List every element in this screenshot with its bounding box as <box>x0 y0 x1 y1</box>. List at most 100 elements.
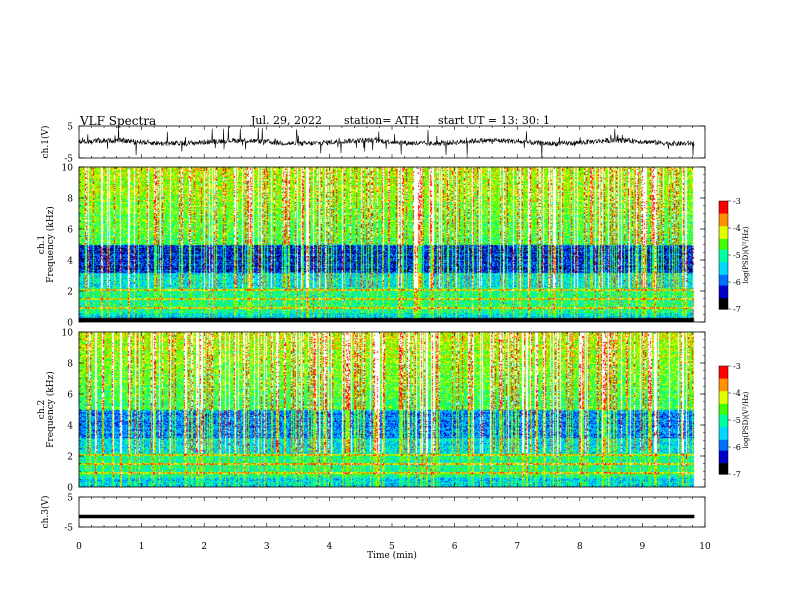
x-tick-label: 3 <box>264 542 270 552</box>
colorbar-segment <box>719 459 728 462</box>
colorbar-segment <box>719 274 728 278</box>
colorbar-segment <box>719 439 728 443</box>
x-tick-label: 7 <box>514 542 520 552</box>
colorbar-segment <box>719 273 728 276</box>
colorbar-segment <box>719 412 728 416</box>
y-tick-label: 6 <box>67 226 73 236</box>
y-tick-label: 5 <box>67 123 73 133</box>
colorbar-segment <box>719 407 728 410</box>
colorbar-segment <box>719 240 728 243</box>
colorbar-segment <box>719 305 728 308</box>
colorbar-segment <box>719 384 728 387</box>
colorbar-segment <box>719 450 728 453</box>
colorbar-segment <box>719 378 728 381</box>
colorbar-segment <box>719 237 728 240</box>
y-tick-label: -5 <box>64 155 73 165</box>
colorbar-segment <box>719 303 728 306</box>
colorbar-segment <box>719 291 728 294</box>
panel-frame <box>78 496 706 528</box>
colorbar-tick-label: -3 <box>733 362 741 371</box>
colorbar-segment <box>719 235 728 238</box>
colorbar-segment <box>719 219 728 222</box>
colorbar-tick-label: -4 <box>733 389 741 398</box>
colorbar-tick-label: -6 <box>733 278 741 287</box>
colorbar-segment <box>719 452 728 455</box>
colorbar-segment <box>719 213 728 216</box>
header-start-time: start UT = 13: 30: 1 <box>438 114 551 127</box>
y-axis-label: Frequency (kHz) <box>45 206 56 283</box>
colorbar-segment <box>719 405 728 408</box>
colorbar-segment <box>719 226 728 229</box>
colorbar-segment <box>719 247 728 251</box>
colorbar-tick-label: -6 <box>733 443 741 452</box>
x-tick-label: 6 <box>452 542 458 552</box>
colorbar-segment <box>719 201 728 204</box>
colorbar-segment <box>719 457 728 461</box>
colorbar-segment <box>719 380 728 383</box>
colorbar-segment <box>719 253 728 256</box>
colorbar-segment <box>719 260 728 263</box>
colorbar-segment <box>719 463 728 466</box>
colorbar-segment <box>719 391 728 394</box>
colorbar-segment <box>719 242 728 245</box>
colorbar-segment <box>719 416 728 419</box>
x-tick-label: 8 <box>577 542 583 552</box>
colorbar-tick-label: -3 <box>733 197 741 206</box>
colorbar-segment <box>719 409 728 412</box>
colorbar-segment <box>719 262 728 265</box>
colorbar-segment <box>719 430 728 434</box>
colorbar-segment <box>719 434 728 437</box>
colorbar-segment <box>719 278 728 281</box>
colorbar-segment <box>719 211 728 215</box>
colorbar-segment <box>719 393 728 396</box>
y-axis-label: Frequency (kHz) <box>45 371 56 448</box>
colorbar-segment <box>719 466 728 470</box>
colorbar-segment <box>719 231 728 234</box>
colorbar-segment <box>719 269 728 272</box>
colorbar-segment <box>719 441 728 444</box>
spectrogram-image <box>79 167 705 322</box>
colorbar-label: log(PSD)(V²/Hz) <box>742 226 750 283</box>
y-axis-label: ch.1(V) <box>40 126 51 159</box>
colorbar-segment <box>719 296 728 299</box>
colorbar-segment <box>719 454 728 457</box>
colorbar-segment <box>719 298 728 301</box>
colorbar-segment <box>719 282 728 285</box>
colorbar-segment <box>719 220 728 224</box>
colorbar-segment <box>719 244 728 247</box>
colorbar-segment <box>719 418 728 421</box>
colorbar-segment <box>719 367 728 371</box>
colorbar-segment <box>719 366 728 369</box>
colorbar-segment <box>719 283 728 287</box>
colorbar-segment <box>719 294 728 297</box>
colorbar-segment <box>719 280 728 283</box>
colorbar-segment <box>719 400 728 403</box>
colorbar-segment <box>719 224 728 227</box>
colorbar-segment <box>719 445 728 448</box>
y-axis-label: ch.3(V) <box>40 496 51 529</box>
x-tick-label: 0 <box>76 542 82 552</box>
colorbar-segment <box>719 307 728 310</box>
colorbar-segment <box>719 423 728 426</box>
ch1-waveform-line <box>78 126 695 158</box>
colorbar-segment <box>719 396 728 399</box>
colorbar-segment <box>719 292 728 296</box>
colorbar-segment <box>719 443 728 446</box>
colorbar-segment <box>719 387 728 390</box>
y-tick-label: 8 <box>67 195 73 205</box>
colorbar-segment <box>719 369 728 372</box>
colorbar-segment <box>719 256 728 260</box>
y-tick-label: -5 <box>64 524 73 534</box>
colorbar-segment <box>719 233 728 236</box>
colorbar-segment <box>719 246 728 249</box>
x-tick-label: 2 <box>201 542 207 552</box>
colorbar-segment <box>719 398 728 401</box>
header-date: Jul. 29, 2022 <box>251 114 322 127</box>
colorbar-segment <box>719 373 728 376</box>
y-tick-label: 4 <box>67 257 73 267</box>
x-tick-label: 1 <box>139 542 145 552</box>
colorbar-segment <box>719 470 728 473</box>
y-axis-label: ch.2 <box>37 400 47 419</box>
colorbar-segment <box>719 238 728 242</box>
